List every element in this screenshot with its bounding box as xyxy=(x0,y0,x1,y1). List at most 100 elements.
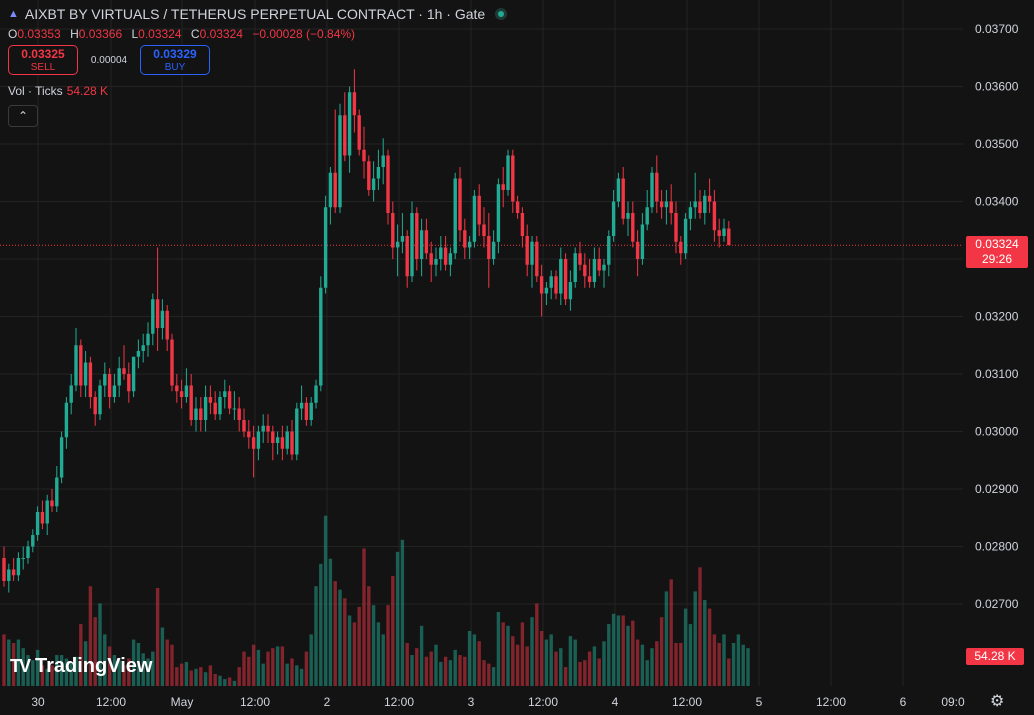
volume-bar xyxy=(203,672,208,686)
collapse-legend-button[interactable]: ⌃ xyxy=(8,105,38,127)
candle-body xyxy=(554,276,558,294)
volume-bar xyxy=(554,651,558,686)
volume-bar xyxy=(573,639,577,686)
candle-body xyxy=(146,333,150,346)
time-tick-label: 5 xyxy=(756,695,763,709)
sell-button[interactable]: 0.03325 SELL xyxy=(8,45,78,75)
volume-bar xyxy=(549,634,553,686)
volume-bar xyxy=(410,655,414,686)
volume-bar xyxy=(357,606,361,686)
volume-bar xyxy=(242,651,246,686)
price-tick-label: 0.03700 xyxy=(975,22,1019,36)
candle-body xyxy=(458,178,462,231)
candle-body xyxy=(64,402,69,438)
candle-body xyxy=(194,408,198,420)
volume-bar xyxy=(491,667,496,686)
volume-bar xyxy=(583,660,587,686)
candle-body xyxy=(727,228,731,246)
candle-body xyxy=(271,431,275,443)
volume-bar xyxy=(391,575,395,686)
volume-bar xyxy=(151,651,155,686)
ohlc-values: O0.03353 H0.03366 L0.03324 C0.03324 −0.0… xyxy=(8,27,507,41)
candle-body xyxy=(40,512,45,524)
volume-bar xyxy=(674,643,678,686)
volume-bar xyxy=(683,608,688,686)
candle-body xyxy=(506,155,510,190)
price-tick-label: 0.03500 xyxy=(975,137,1019,151)
candle-body xyxy=(549,276,553,288)
volume-bar xyxy=(635,639,640,686)
candle-body xyxy=(635,241,640,259)
volume-bar xyxy=(520,622,525,686)
volume-bar xyxy=(655,641,659,686)
low-label: L xyxy=(131,27,139,41)
volume-bar xyxy=(170,644,174,686)
volume-bar xyxy=(275,646,280,686)
candle-body xyxy=(357,115,361,150)
close-label: C xyxy=(190,27,200,41)
gear-icon[interactable]: ⚙ xyxy=(990,693,1005,710)
volume-bar xyxy=(669,579,673,686)
candle-body xyxy=(707,195,712,202)
volume-bar xyxy=(631,620,635,686)
volume-bar xyxy=(597,658,601,686)
candle-body xyxy=(559,259,563,294)
candle-body xyxy=(487,236,491,259)
volume-bar xyxy=(698,567,702,686)
candle-body xyxy=(688,207,693,219)
candle-body xyxy=(299,402,304,409)
time-tick-label: 12:00 xyxy=(96,695,126,709)
candle-body xyxy=(45,500,49,524)
volume-bar xyxy=(347,615,352,686)
volume-bar xyxy=(299,668,304,686)
volume-bar xyxy=(530,617,534,686)
volume-bar xyxy=(395,551,400,686)
volume-bar xyxy=(640,644,645,686)
volume-bar xyxy=(280,646,285,686)
candle-body xyxy=(328,172,333,208)
symbol-icon: ▲ xyxy=(8,8,19,20)
volume-bar xyxy=(290,658,294,686)
candle-body xyxy=(223,391,227,397)
time-tick-label: 12:00 xyxy=(528,695,558,709)
volume-bar xyxy=(251,644,256,686)
volume-bar xyxy=(602,641,606,686)
volume-bar xyxy=(458,655,462,686)
symbol-title[interactable]: AIXBT BY VIRTUALS / TETHERUS PERPETUAL C… xyxy=(24,6,486,22)
volume-bar xyxy=(271,648,275,686)
current-price-badge: 0.03324 29:26 xyxy=(966,236,1028,268)
chart-grid xyxy=(0,0,963,686)
volume-bar xyxy=(506,625,510,686)
buy-button[interactable]: 0.03329 BUY xyxy=(140,45,210,75)
volume-bar xyxy=(611,613,616,686)
volume-bar xyxy=(69,661,73,686)
candle-body xyxy=(165,310,169,340)
volume-bar xyxy=(194,668,198,686)
candle-body xyxy=(496,184,501,242)
volume-bar xyxy=(266,651,270,686)
price-tick-label: 0.02700 xyxy=(975,597,1019,611)
open-value: 0.03353 xyxy=(17,27,61,41)
volume-legend[interactable]: Vol · Ticks 54.28 K xyxy=(8,84,507,98)
time-tick-label: 12:00 xyxy=(384,695,414,709)
candle-body xyxy=(136,351,141,357)
time-tick-label: 30 xyxy=(31,695,45,709)
candle-body xyxy=(434,259,438,265)
volume-bar xyxy=(650,648,654,686)
volume-bar xyxy=(256,649,261,686)
candle-body xyxy=(122,368,126,374)
volume-bar xyxy=(544,639,549,686)
volume-bar xyxy=(83,641,88,686)
buy-price: 0.03329 xyxy=(153,47,197,61)
volume-bar xyxy=(707,608,712,686)
volume-bar xyxy=(539,630,544,686)
candle-body xyxy=(347,92,352,156)
candle-body xyxy=(683,218,688,254)
candle-body xyxy=(7,569,11,581)
candle-body xyxy=(141,345,145,351)
candle-body xyxy=(535,241,539,277)
time-tick-label: 4 xyxy=(612,695,619,709)
volume-bar xyxy=(693,591,697,686)
volume-bar xyxy=(405,643,409,686)
